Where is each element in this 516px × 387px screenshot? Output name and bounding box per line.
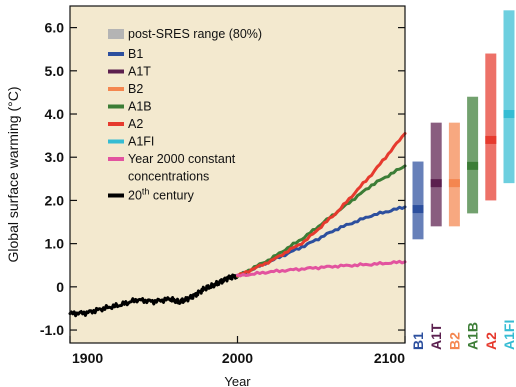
plot-background — [70, 6, 405, 343]
best-estimate-a1b — [467, 161, 479, 170]
legend-label-b2: B2 — [128, 82, 143, 96]
y-tick-label: 6.0 — [45, 20, 65, 36]
y-tick-label: 3.0 — [45, 149, 65, 165]
x-tick-label: 1900 — [72, 350, 103, 366]
legend-swatch-b2 — [108, 87, 124, 91]
y-tick-label: -1.0 — [40, 322, 64, 338]
legend-label-cont: concentrations — [128, 170, 209, 184]
series-line-20th-century — [68, 273, 239, 318]
range-bar-a1b — [467, 96, 479, 214]
legend-range-swatch — [108, 29, 124, 39]
legend-swatch-year-2000-constant — [108, 157, 124, 161]
best-estimate-b1 — [412, 205, 424, 214]
range-bar-a1fi — [503, 10, 515, 184]
axis-ticks: -1.0 0 1.0 2.0 3.0 4.0 5.0 6.0 1900 2000 2100 — [40, 20, 406, 366]
scenario-label-a2: A2 — [483, 332, 499, 350]
scenario-label-b2: B2 — [446, 332, 462, 350]
best-estimate-a1t — [430, 179, 442, 188]
best-estimate-b2 — [448, 179, 460, 188]
y-tick-label: 1.0 — [45, 236, 65, 252]
x-axis-label: Year — [224, 374, 251, 387]
series-line-year-2000-constant-concentrations — [236, 259, 407, 278]
x-tick-label: 2000 — [222, 350, 253, 366]
y-tick-label: 5.0 — [45, 63, 65, 79]
y-tick-label: 4.0 — [45, 106, 65, 122]
legend-swatch-a2 — [108, 122, 124, 126]
y-tick-label: 0 — [56, 279, 64, 295]
legend-label-year-2000-constant: Year 2000 constant — [128, 152, 236, 166]
x-tick-label: 2100 — [374, 350, 405, 366]
scenario-label-a1b: A1B — [465, 322, 481, 350]
legend-label-a1b: A1B — [128, 100, 152, 114]
legend-swatch-a1b — [108, 104, 124, 109]
legend-swatch-a1t — [108, 69, 124, 74]
scenario-label-b1: B1 — [410, 332, 426, 350]
legend-swatch-b1 — [108, 52, 124, 56]
scenario-label-a1t: A1T — [428, 323, 444, 350]
y-tick-label: 2.0 — [45, 192, 65, 208]
scenario-range-bars: B1 A1T B2 A1B A2 A1FI — [410, 10, 516, 350]
legend-range-label: post-SRES range (80%) — [128, 27, 262, 41]
range-bar-b1 — [412, 161, 424, 240]
scenario-label-a1fi: A1FI — [501, 320, 516, 350]
best-estimate-a2 — [485, 135, 497, 144]
legend-label-20: 20th century — [128, 187, 195, 203]
legend-swatch-20 — [108, 193, 124, 198]
range-bar-a1t — [430, 122, 442, 227]
legend: post-SRES range (80%) B1 A1T B2 A1B A2 A1FI Yea… — [108, 27, 262, 203]
legend-label-b1: B1 — [128, 47, 143, 61]
range-bar-b2 — [448, 122, 460, 227]
legend-swatch-a1fi — [108, 139, 124, 144]
series-line-a2 — [236, 132, 407, 278]
legend-label-a1fi: A1FI — [128, 135, 154, 149]
legend-label-a1t: A1T — [128, 65, 151, 79]
plot-content — [68, 132, 407, 318]
best-estimate-a1fi — [503, 110, 515, 119]
range-bar-a2 — [485, 53, 497, 201]
y-axis-label: Global surface warming (°C) — [5, 87, 21, 263]
legend-label-a2: A2 — [128, 117, 143, 131]
